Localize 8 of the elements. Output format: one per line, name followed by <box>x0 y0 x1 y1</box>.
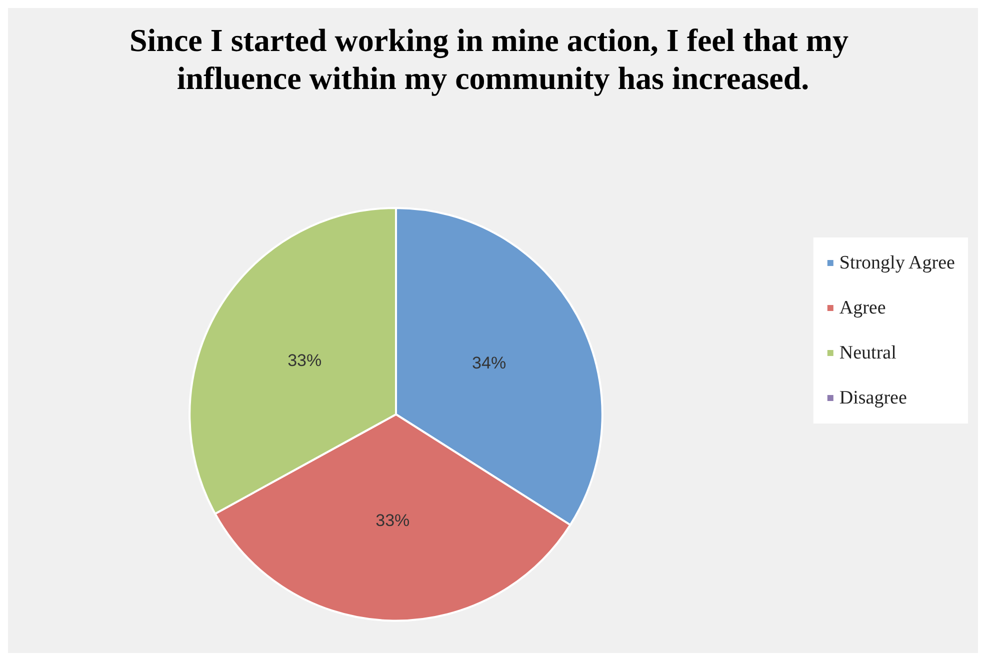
data-label: 33% <box>288 350 322 370</box>
data-label: 33% <box>376 511 410 530</box>
legend-label: Disagree <box>839 388 907 408</box>
chart-title: Since I started working in mine action, I feel that my influence within my community has increased. <box>129 22 857 96</box>
legend-label: Neutral <box>839 342 896 364</box>
legend-label: Strongly Agree <box>839 252 955 274</box>
data-label: 34% <box>472 354 506 373</box>
legend-label: Agree <box>839 298 886 318</box>
